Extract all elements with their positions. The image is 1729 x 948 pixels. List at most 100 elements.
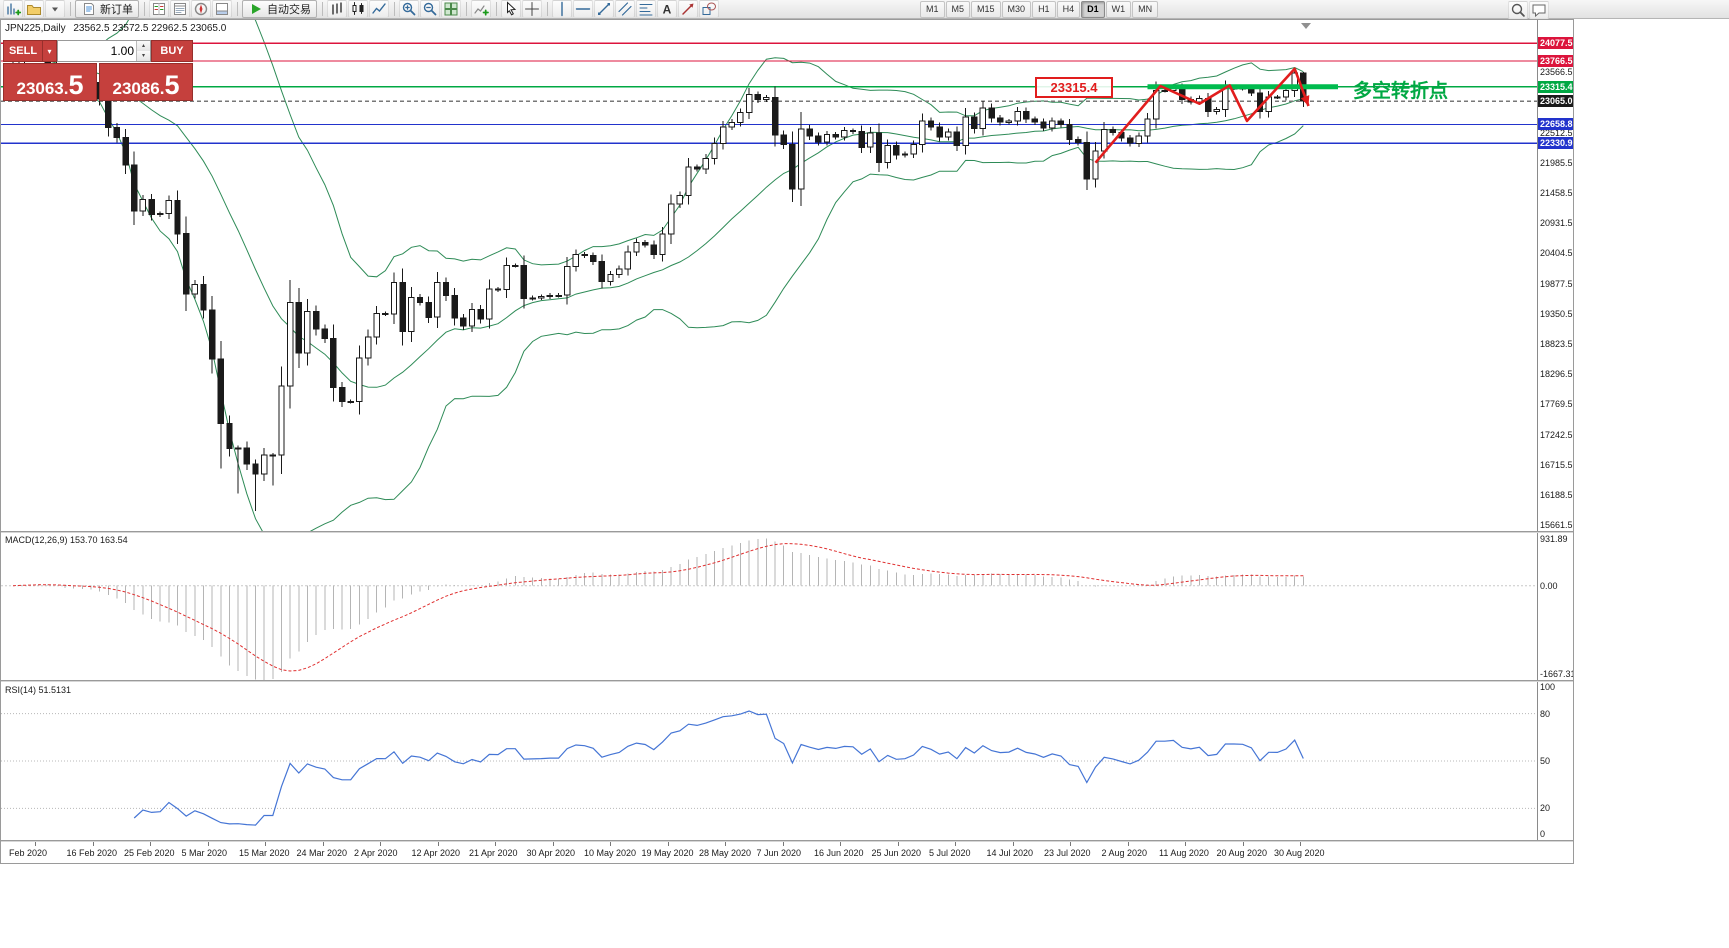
date-tick [667, 842, 669, 846]
sell-button[interactable]: SELL [3, 40, 43, 62]
rsi-axis-label: 80 [1540, 709, 1551, 719]
pane-separator[interactable] [1, 531, 1573, 533]
play-icon [248, 1, 264, 17]
indicators-icon[interactable] [471, 0, 491, 18]
date-tick [610, 842, 611, 846]
pane-separator[interactable] [1, 680, 1573, 682]
crosshair-icon[interactable] [522, 0, 542, 18]
date-label: 5 Mar 2020 [181, 848, 228, 858]
date-label: 2 Apr 2020 [354, 848, 398, 858]
pivot-note-text[interactable]: 多空转折点 [1353, 81, 1449, 102]
rsi-axis[interactable]: 100 80 50 20 0 [1537, 682, 1573, 840]
trendline-icon[interactable] [594, 0, 614, 18]
timeframe-button-MN[interactable]: MN [1132, 0, 1159, 18]
price-axis-label: 21985.5 [1540, 158, 1573, 168]
level-price-label[interactable]: 23315.4 [1035, 77, 1113, 98]
volume-down-button[interactable]: ▾ [137, 51, 150, 61]
price-tag-22330.9: 22330.9 [1538, 137, 1573, 149]
rsi-line [133, 710, 1304, 826]
macd-axis-label: 931.89 [1540, 534, 1568, 544]
shapes-icon[interactable] [699, 0, 719, 18]
candlestick-icon[interactable] [348, 0, 368, 18]
date-tick [840, 842, 841, 846]
price-main-digits: 23063. [16, 79, 69, 98]
market-watch-icon[interactable] [149, 0, 169, 18]
chat-icon[interactable] [1529, 1, 1549, 19]
price-big-digit: 5 [164, 70, 180, 101]
trend-zigzag[interactable] [1094, 67, 1310, 164]
date-label: 5 Jul 2020 [929, 848, 971, 858]
date-label: 12 Apr 2020 [411, 848, 461, 858]
price-tag-23315.4: 23315.4 [1538, 81, 1573, 93]
new-order-button[interactable]: 新订单 [75, 0, 139, 18]
caret-icon[interactable] [45, 0, 65, 18]
sell-price-display[interactable]: 23063. 5 [3, 63, 97, 101]
bar-chart-icon[interactable] [327, 0, 347, 18]
zoom-in-icon[interactable] [399, 0, 419, 18]
date-tick [897, 842, 899, 846]
price-axis-label: 19877.5 [1540, 279, 1573, 289]
terminal-icon[interactable] [212, 0, 232, 18]
macd-axis[interactable]: 931.89 0.00 -1667.31 [1537, 533, 1573, 680]
new-chart-icon[interactable] [3, 0, 23, 18]
channel-icon[interactable] [615, 0, 635, 18]
arrow-icon[interactable] [678, 0, 698, 18]
buy-price-display[interactable]: 23086. 5 [99, 63, 193, 101]
timeframe-button-H1[interactable]: H1 [1032, 0, 1056, 18]
date-label: 25 Jun 2020 [871, 848, 922, 858]
order-doc-icon [81, 1, 97, 17]
time-axis[interactable]: Feb 2020 16 Feb 2020 25 Feb 2020 5 Mar 2020… [1, 842, 1573, 863]
autotrading-button[interactable]: 自动交易 [242, 0, 317, 18]
price-axis-label: 22512.5 [1540, 128, 1573, 138]
zoom-out-icon[interactable] [420, 0, 440, 18]
date-tick [92, 842, 94, 846]
date-tick [1185, 842, 1186, 846]
text-icon[interactable]: A [657, 0, 677, 18]
navigator-icon[interactable] [191, 0, 211, 18]
volume-up-button[interactable]: ▴ [137, 41, 150, 51]
date-label: 7 Jun 2020 [756, 848, 802, 858]
buy-button[interactable]: BUY [151, 40, 193, 62]
timeframe-button-M1[interactable]: M1 [920, 0, 945, 18]
price-axis-label: 15661.5 [1540, 520, 1573, 530]
main-chart[interactable] [1, 20, 1537, 531]
date-label: 16 Jun 2020 [814, 848, 864, 858]
volume-dropdown-icon[interactable]: ▾ [43, 40, 57, 62]
timeframe-button-M30[interactable]: M30 [1001, 0, 1032, 18]
date-tick [35, 842, 36, 846]
horizontal-line-icon[interactable] [573, 0, 593, 18]
timeframe-button-D1[interactable]: D1 [1081, 0, 1105, 18]
search-icon[interactable] [1508, 1, 1528, 19]
price-axis[interactable]: 23566.5 22512.5 21985.5 21458.5 20931.5 20404… [1537, 20, 1573, 531]
fibonacci-icon[interactable] [636, 0, 656, 18]
cursor-icon[interactable] [501, 0, 521, 18]
rsi-axis-label: 20 [1540, 803, 1551, 813]
chart-ohlc-values: 23562.5 23572.5 22962.5 23065.0 [73, 23, 227, 34]
rsi-pane[interactable] [1, 682, 1537, 840]
date-tick [1127, 842, 1129, 846]
price-axis-label: 21458.5 [1540, 188, 1573, 198]
timeframe-button-H4[interactable]: H4 [1056, 0, 1081, 18]
macd-pane[interactable] [1, 533, 1537, 680]
data-window-icon[interactable] [170, 0, 190, 18]
date-label: 15 Mar 2020 [239, 848, 290, 858]
rsi-axis-label: 50 [1540, 756, 1551, 766]
profiles-icon[interactable] [24, 0, 44, 18]
date-label: 25 Feb 2020 [124, 848, 175, 858]
chart-window[interactable]: 23566.5 22512.5 21985.5 21458.5 20931.5 20404… [0, 19, 1574, 864]
volume-input[interactable] [58, 41, 136, 61]
tile-windows-icon[interactable] [441, 0, 461, 18]
date-label: 10 May 2020 [584, 848, 637, 858]
pane-separator[interactable] [1, 840, 1573, 842]
timeframe-button-M15[interactable]: M15 [971, 0, 1001, 18]
timeframe-button-W1[interactable]: W1 [1105, 0, 1132, 18]
line-chart-icon[interactable] [369, 0, 389, 18]
vertical-line-icon[interactable] [552, 0, 572, 18]
chart-shift-marker[interactable] [1301, 23, 1311, 29]
date-tick [207, 842, 209, 846]
timeframe-button-M5[interactable]: M5 [945, 0, 971, 18]
zigzag-arrowhead [1300, 95, 1310, 106]
rsi-axis-label: 100 [1540, 682, 1556, 692]
date-tick [265, 842, 266, 846]
volume-field: ▴ ▾ [57, 40, 151, 62]
